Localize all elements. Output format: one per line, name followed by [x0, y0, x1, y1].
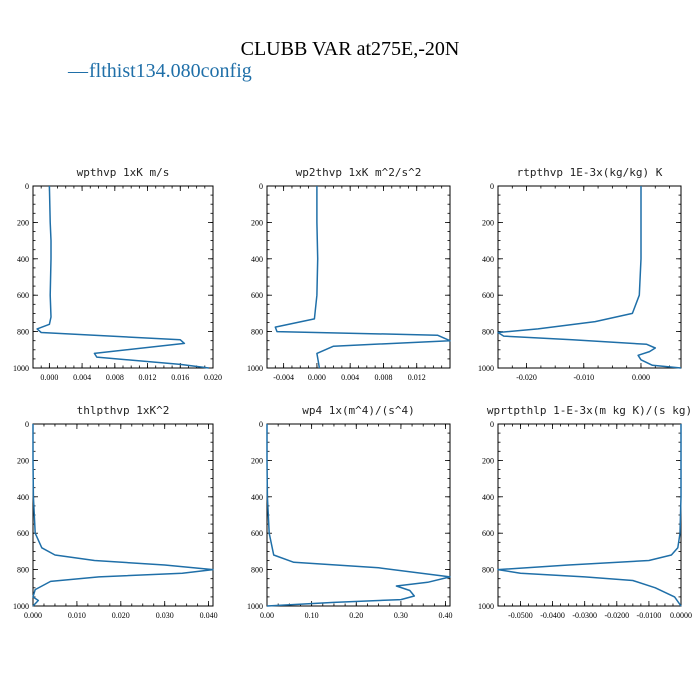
series-line	[32, 424, 214, 607]
y-tick-label: 200	[251, 218, 263, 227]
x-tick-label: 0.10	[305, 611, 319, 620]
x-tick-label: 0.000	[24, 611, 42, 620]
panel-3: rtpthvp 1E-3x(kg/kg) K 0 200 400 600 800 1000 -…	[478, 166, 682, 382]
x-tick-label: 0.010	[68, 611, 86, 620]
y-tick-label: 0	[25, 182, 29, 191]
panel-6: wprtpthlp 1-E-3x(m kg K)/(s kg) 0 200 400 60…	[478, 404, 692, 620]
x-tick-label: 0.20	[349, 611, 363, 620]
series-line	[497, 186, 682, 369]
y-tick-label: 600	[251, 529, 263, 538]
y-tick-label: 400	[17, 255, 29, 264]
panel-title: thlpthvp 1xK^2	[77, 404, 170, 417]
panel-title: rtpthvp 1E-3x(kg/kg) K	[517, 166, 663, 179]
x-tick-label: 0.020	[204, 373, 222, 382]
x-tick-label: 0.0000	[670, 611, 692, 620]
y-tick-label: 800	[482, 566, 494, 575]
y-tick-label: 1000	[478, 602, 494, 611]
plot-frame	[266, 185, 451, 369]
figure-title: CLUBB VAR at275E,-20N	[241, 38, 460, 60]
y-tick-label: 0	[259, 420, 263, 429]
x-tick-label: 0.00	[260, 611, 274, 620]
legend-label: flthist134.080config	[89, 60, 252, 82]
y-tick-label: 400	[482, 493, 494, 502]
x-tick-label: 0.000	[40, 373, 58, 382]
y-tick-label: 1000	[13, 602, 29, 611]
x-tick-label: 0.020	[112, 611, 130, 620]
x-tick-label: 0.40	[439, 611, 453, 620]
y-tick-label: 200	[251, 456, 263, 465]
series-line	[274, 186, 451, 369]
series-line	[497, 424, 682, 607]
x-tick-label: 0.012	[139, 373, 157, 382]
panel-title: wp4 1x(m^4)/(s^4)	[302, 404, 415, 417]
y-tick-label: 400	[251, 255, 263, 264]
x-tick-label: -0.010	[573, 373, 594, 382]
x-tick-label: -0.0400	[540, 611, 565, 620]
x-tick-label: 0.004	[73, 373, 91, 382]
x-tick-label: 0.000	[308, 373, 326, 382]
x-tick-label: -0.0100	[637, 611, 662, 620]
y-tick-label: 200	[17, 218, 29, 227]
panel-title: wpthvp 1xK m/s	[77, 166, 170, 179]
y-tick-label: 200	[482, 456, 494, 465]
y-tick-label: 200	[17, 456, 29, 465]
x-tick-label: -0.0300	[572, 611, 597, 620]
y-tick-label: 400	[251, 493, 263, 502]
y-tick-label: 1000	[13, 364, 29, 373]
series-line	[36, 185, 209, 369]
y-tick-label: 600	[482, 529, 494, 538]
y-tick-label: 1000	[478, 364, 494, 373]
y-tick-label: 800	[251, 566, 263, 575]
y-tick-label: 0	[490, 420, 494, 429]
x-tick-label: 0.040	[200, 611, 218, 620]
x-tick-label: 0.012	[408, 373, 426, 382]
legend-marker: —	[67, 60, 89, 82]
x-tick-label: 0.008	[106, 373, 124, 382]
panel-title: wprtpthlp 1-E-3x(m kg K)/(s kg)	[487, 404, 692, 417]
plot-frame	[497, 423, 682, 607]
y-tick-label: 800	[17, 566, 29, 575]
series-line	[266, 424, 451, 607]
y-tick-label: 600	[17, 529, 29, 538]
plot-frame	[32, 423, 214, 607]
y-tick-label: 0	[490, 182, 494, 191]
y-tick-label: 200	[482, 218, 494, 227]
y-tick-label: 400	[17, 493, 29, 502]
y-tick-label: 800	[17, 328, 29, 337]
y-tick-label: 0	[25, 420, 29, 429]
y-tick-label: 600	[482, 291, 494, 300]
x-tick-label: -0.0200	[604, 611, 629, 620]
y-tick-label: 1000	[247, 602, 263, 611]
panel-title: wp2thvp 1xK m^2/s^2	[296, 166, 422, 179]
y-tick-label: 400	[482, 255, 494, 264]
panel-1: wpthvp 1xK m/s 0 200 400 600 800 1000 0.000 0.00…	[13, 166, 222, 382]
y-tick-label: 600	[251, 291, 263, 300]
x-tick-label: -0.004	[273, 373, 294, 382]
x-tick-label: 0.000	[632, 373, 650, 382]
y-tick-label: 800	[482, 328, 494, 337]
y-tick-label: 0	[259, 182, 263, 191]
x-tick-label: -0.0500	[508, 611, 533, 620]
panel-2: wp2thvp 1xK m^2/s^2 0 200 400 600 800 1000 -0.0…	[247, 166, 451, 382]
x-tick-label: 0.004	[341, 373, 359, 382]
x-tick-label: 0.030	[156, 611, 174, 620]
plot-frame	[32, 185, 214, 369]
x-tick-label: -0.020	[516, 373, 537, 382]
x-tick-label: 0.008	[374, 373, 392, 382]
plot-frame	[266, 423, 451, 607]
y-tick-label: 600	[17, 291, 29, 300]
y-tick-label: 1000	[247, 364, 263, 373]
legend: — flthist134.080config	[67, 60, 252, 82]
x-tick-label: 0.30	[394, 611, 408, 620]
y-tick-label: 800	[251, 328, 263, 337]
x-tick-label: 0.016	[171, 373, 189, 382]
